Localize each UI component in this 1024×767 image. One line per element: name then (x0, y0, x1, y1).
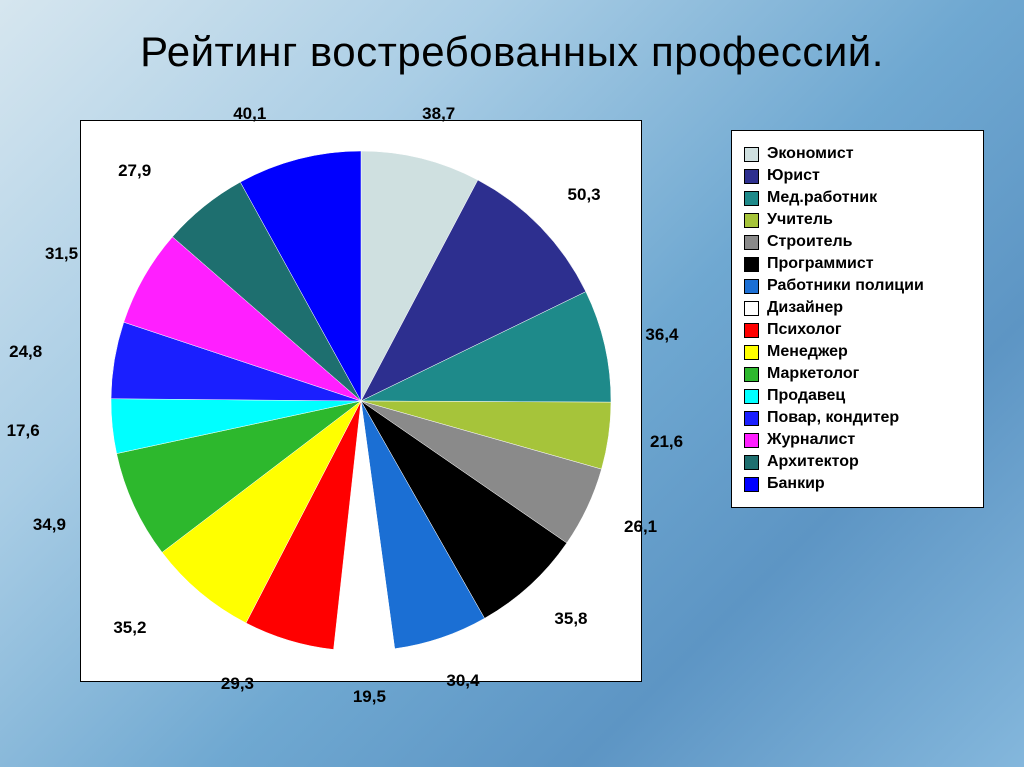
legend-swatch (744, 323, 759, 338)
pie-chart-box: 38,750,336,421,626,135,830,419,529,335,2… (80, 120, 642, 682)
legend-swatch (744, 257, 759, 272)
legend-label: Дизайнер (767, 299, 843, 317)
slice-value-label: 38,7 (422, 104, 455, 124)
legend-label: Менеджер (767, 343, 848, 361)
legend-item: Психолог (744, 321, 969, 339)
legend-item: Экономист (744, 145, 969, 163)
legend-label: Психолог (767, 321, 842, 339)
legend-swatch (744, 433, 759, 448)
legend-swatch (744, 191, 759, 206)
page-title: Рейтинг востребованных профессий. (0, 28, 1024, 76)
legend-swatch (744, 455, 759, 470)
legend-label: Журналист (767, 431, 855, 449)
legend-label: Работники полиции (767, 277, 924, 295)
legend-item: Учитель (744, 211, 969, 229)
legend-swatch (744, 213, 759, 228)
slice-value-label: 30,4 (446, 671, 479, 691)
slice-value-label: 40,1 (233, 104, 266, 124)
legend-swatch (744, 367, 759, 382)
legend-label: Банкир (767, 475, 825, 493)
slice-value-label: 26,1 (624, 517, 657, 537)
slice-value-label: 36,4 (645, 325, 678, 345)
legend-swatch (744, 169, 759, 184)
legend-item: Маркетолог (744, 365, 969, 383)
legend-label: Строитель (767, 233, 853, 251)
slice-value-label: 19,5 (353, 687, 386, 707)
legend-swatch (744, 235, 759, 250)
slice-value-label: 29,3 (221, 674, 254, 694)
legend-swatch (744, 477, 759, 492)
legend-label: Учитель (767, 211, 833, 229)
legend-item: Банкир (744, 475, 969, 493)
legend-label: Юрист (767, 167, 820, 185)
legend-swatch (744, 389, 759, 404)
slice-value-label: 27,9 (118, 161, 151, 181)
legend-swatch (744, 345, 759, 360)
page-background: Рейтинг востребованных профессий. 38,750… (0, 0, 1024, 767)
legend-item: Продавец (744, 387, 969, 405)
legend-item: Работники полиции (744, 277, 969, 295)
slice-value-label: 35,8 (554, 609, 587, 629)
legend-item: Строитель (744, 233, 969, 251)
slice-value-label: 50,3 (568, 185, 601, 205)
legend-label: Продавец (767, 387, 845, 405)
legend-label: Мед.работник (767, 189, 877, 207)
legend-item: Архитектор (744, 453, 969, 471)
slice-value-label: 34,9 (33, 515, 66, 535)
legend-label: Повар, кондитер (767, 409, 899, 427)
legend: Экономист Юрист Мед.работник Учитель Строите… (731, 130, 984, 508)
legend-label: Маркетолог (767, 365, 859, 383)
slice-value-label: 35,2 (113, 618, 146, 638)
legend-swatch (744, 301, 759, 316)
slice-value-label: 24,8 (9, 342, 42, 362)
legend-item: Повар, кондитер (744, 409, 969, 427)
legend-label: Экономист (767, 145, 854, 163)
pie-chart (111, 151, 611, 651)
legend-item: Дизайнер (744, 299, 969, 317)
legend-item: Программист (744, 255, 969, 273)
legend-item: Юрист (744, 167, 969, 185)
legend-swatch (744, 147, 759, 162)
legend-item: Менеджер (744, 343, 969, 361)
slice-value-label: 21,6 (650, 432, 683, 452)
legend-item: Журналист (744, 431, 969, 449)
legend-item: Мед.работник (744, 189, 969, 207)
legend-label: Архитектор (767, 453, 859, 471)
legend-swatch (744, 411, 759, 426)
slice-value-label: 31,5 (45, 244, 78, 264)
slice-value-label: 17,6 (7, 421, 40, 441)
legend-swatch (744, 279, 759, 294)
legend-label: Программист (767, 255, 874, 273)
